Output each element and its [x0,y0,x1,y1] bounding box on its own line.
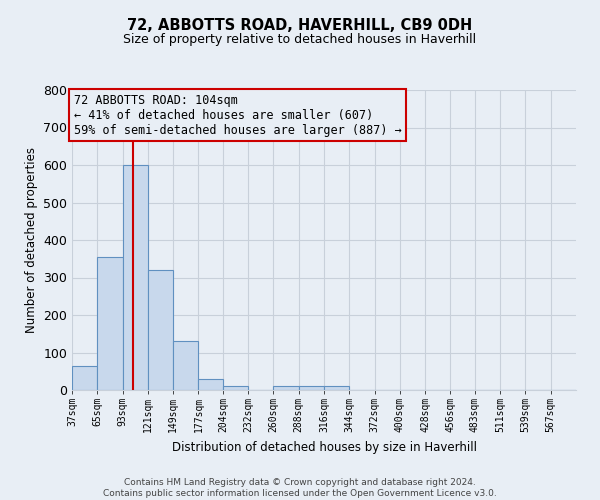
Bar [274,386,299,390]
Bar [299,386,324,390]
Bar [324,386,349,390]
Text: 72 ABBOTTS ROAD: 104sqm
← 41% of detached houses are smaller (607)
59% of semi-d: 72 ABBOTTS ROAD: 104sqm ← 41% of detache… [74,94,401,136]
Text: 72, ABBOTTS ROAD, HAVERHILL, CB9 0DH: 72, ABBOTTS ROAD, HAVERHILL, CB9 0DH [127,18,473,32]
Bar [122,165,148,390]
Bar [72,366,97,390]
Y-axis label: Number of detached properties: Number of detached properties [25,147,38,333]
Bar [148,270,173,390]
X-axis label: Distribution of detached houses by size in Haverhill: Distribution of detached houses by size … [172,440,476,454]
Bar [199,379,223,390]
Text: Contains HM Land Registry data © Crown copyright and database right 2024.
Contai: Contains HM Land Registry data © Crown c… [103,478,497,498]
Bar [97,257,122,390]
Bar [223,386,248,390]
Bar [173,341,199,390]
Text: Size of property relative to detached houses in Haverhill: Size of property relative to detached ho… [124,32,476,46]
